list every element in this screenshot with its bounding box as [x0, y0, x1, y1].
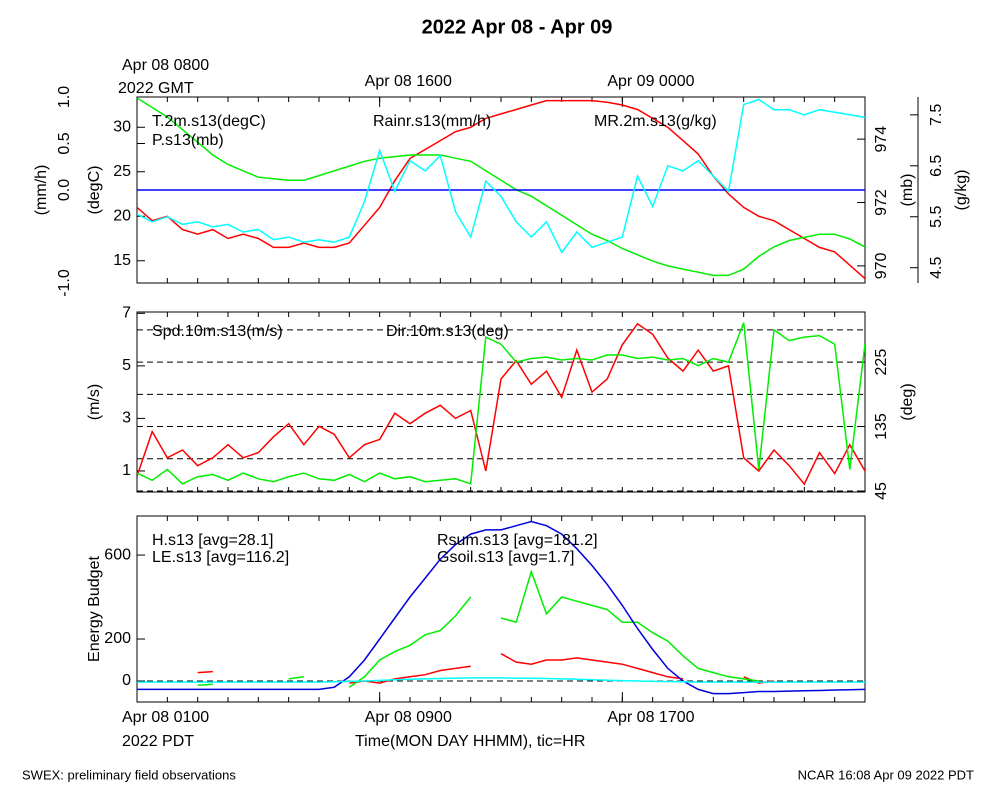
series-line: [137, 677, 865, 683]
series-line: [137, 98, 865, 254]
y-tick-label: 30: [113, 118, 131, 135]
y-tick-label: -1.0: [56, 269, 73, 297]
y-axis-label: (degC): [86, 166, 103, 215]
legend-label: H.s13 [avg=28.1]: [152, 532, 273, 549]
y-tick-label: 974: [873, 126, 890, 153]
x2-tick-label: Apr 08 1600: [365, 73, 452, 90]
y-tick-label: 5.5: [928, 206, 945, 228]
y-tick-label: 7: [122, 305, 131, 322]
x-axis-sublabel: 2022 PDT: [122, 733, 194, 750]
y-tick-label: 0.0: [56, 179, 73, 201]
y-tick-label: 3: [122, 410, 131, 427]
y-tick-label: 6.5: [928, 155, 945, 177]
y-tick-label: 45: [873, 482, 890, 500]
legend-label: Rsum.s13 [avg=181.2]: [437, 532, 598, 549]
legend-label: LE.s13 [avg=116.2]: [152, 549, 289, 566]
plot-area: [137, 322, 865, 492]
y-tick-label: 1.0: [56, 86, 73, 108]
y-tick-label: 225: [873, 349, 890, 376]
y-axis-label: (deg): [899, 383, 916, 420]
x2-tick-label: Apr 09 0000: [607, 73, 694, 90]
chart-title: 2022 Apr 08 - Apr 09: [422, 16, 613, 38]
x-tick-label: Apr 08 0900: [365, 709, 452, 726]
y-tick-label: 7.5: [928, 104, 945, 126]
y-tick-label: 135: [873, 413, 890, 440]
legend-label: T.2m.s13(degC): [152, 113, 266, 130]
series-line: [197, 653, 775, 684]
y-tick-label: 15: [113, 252, 131, 269]
x2-tick-label: Apr 08 0800: [122, 57, 209, 74]
series-line: [137, 97, 865, 277]
footer-left: SWEX: preliminary field observations: [22, 767, 236, 782]
y-tick-label: 5: [122, 357, 131, 374]
legend-label: MR.2m.s13(g/kg): [594, 113, 717, 130]
y-axis-label: (mb): [899, 174, 916, 207]
y-tick-label: 4.5: [928, 256, 945, 278]
x2-axis-label: 2022 GMT: [118, 80, 194, 97]
legend-label: Spd.10m.s13(m/s): [152, 323, 283, 340]
y-axis-label: (mm/h): [33, 165, 50, 216]
x-axis-label: Time(MON DAY HHMM), tic=HR: [355, 733, 585, 750]
y-tick-label: 25: [113, 163, 131, 180]
series-line: [197, 569, 759, 688]
series-line: [137, 99, 865, 280]
y-tick-label: 0: [122, 672, 131, 689]
y-tick-label: 1: [122, 462, 131, 479]
y-axis-label: (g/kg): [953, 170, 970, 211]
series-line: [137, 322, 865, 485]
series-line: [137, 520, 865, 695]
y-tick-label: 20: [113, 207, 131, 224]
legend-label: Gsoil.s13 [avg=1.7]: [437, 549, 574, 566]
plot-area: [137, 97, 865, 280]
y-tick-label: 600: [104, 546, 131, 563]
series-line: [137, 322, 865, 486]
x-tick-label: Apr 08 0100: [122, 709, 209, 726]
y-axis-label: Energy Budget: [86, 556, 103, 662]
legend-label: Dir.10m.s13(deg): [386, 323, 509, 340]
legend-label: P.s13(mb): [152, 132, 224, 149]
legend-label: Rainr.s13(mm/h): [373, 113, 491, 130]
x-tick-label: Apr 08 1700: [607, 709, 694, 726]
y-tick-label: 970: [873, 252, 890, 279]
y-tick-label: 0.5: [56, 132, 73, 154]
y-tick-label: 200: [104, 630, 131, 647]
y-tick-label: 972: [873, 189, 890, 216]
plot-area: [137, 520, 865, 695]
footer-right: NCAR 16:08 Apr 09 2022 PDT: [798, 767, 974, 782]
y-axis-label: (m/s): [86, 384, 103, 420]
